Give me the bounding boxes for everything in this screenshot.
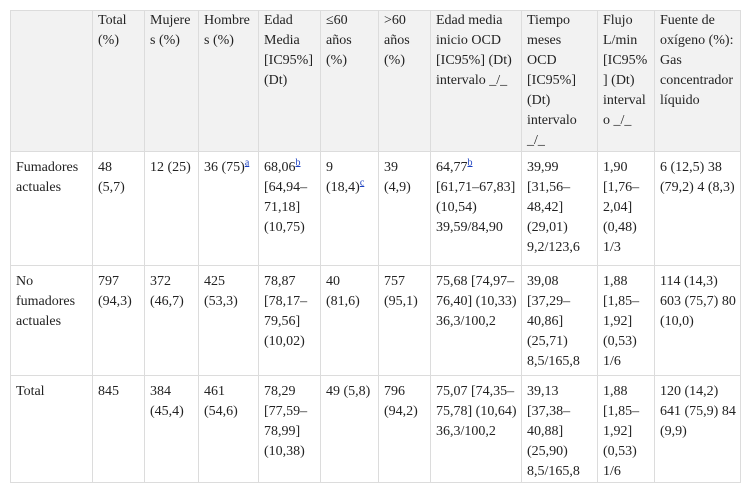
column-header: >60 años (%) [378, 10, 431, 152]
table-cell: 64,77b [61,71–67,83] (10,54) 39,59/84,90 [430, 151, 522, 266]
table-cell: 36 (75)a [198, 151, 259, 266]
footnote-link[interactable]: b [467, 157, 473, 169]
data-table: Total (%) Mujeres (%) Hombres (%) Edad Medi… [10, 10, 741, 483]
table-row: Fumadores actuales 48 (5,7) 12 (25) 36 (75)… [10, 151, 741, 266]
table-cell: 49 (5,8) [320, 375, 379, 483]
cell-detail: [61,71–67,83] (10,54) 39,59/84,90 [436, 180, 516, 235]
cell-value: 9 (18,4) [326, 160, 360, 195]
table-cell: 68,06b [64,94–71,18] (10,75) [258, 151, 321, 266]
table-cell: 461 (54,6) [198, 375, 259, 483]
table-cell: 114 (14,3) 603 (75,7) 80 (10,0) [654, 265, 741, 376]
cell-value: 68,06 [264, 160, 296, 175]
table-cell: 39,08 [37,29–40,86] (25,71) 8,5/165,8 [521, 265, 598, 376]
column-header: Hombres (%) [198, 10, 259, 152]
column-header: Mujeres (%) [144, 10, 199, 152]
table-cell: 78,87 [78,17–79,56] (10,02) [258, 265, 321, 376]
column-header: ≤60 años (%) [320, 10, 379, 152]
table-cell: 384 (45,4) [144, 375, 199, 483]
table-cell: 797 (94,3) [92, 265, 145, 376]
table-cell: 1,90 [1,76–2,04] (0,48) 1/3 [597, 151, 655, 266]
cell-detail: [64,94–71,18] (10,75) [264, 180, 308, 235]
table-cell: 78,29 [77,59–78,99] (10,38) [258, 375, 321, 483]
footnote-ref: a [245, 157, 249, 168]
table-cell: 1,88 [1,85–1,92] (0,53) 1/6 [597, 375, 655, 483]
footnote-ref: b [468, 157, 473, 168]
column-header: Flujo L/min [IC95%] (Dt) intervalo _/_ [597, 10, 655, 152]
table-cell: 120 (14,2) 641 (75,9) 84 (9,9) [654, 375, 741, 483]
table-cell: 12 (25) [144, 151, 199, 266]
footnote-link[interactable]: b [295, 157, 301, 169]
footnote-ref: c [360, 177, 364, 188]
header-row: Total (%) Mujeres (%) Hombres (%) Edad Medi… [10, 10, 741, 152]
table-cell: 9 (18,4)c [320, 151, 379, 266]
row-label: Total [10, 375, 93, 483]
table-cell: 39 (4,9) [378, 151, 431, 266]
column-header: Edad Media [IC95%] (Dt) [258, 10, 321, 152]
row-label: No fumadores actuales [10, 265, 93, 376]
table-cell: 39,13 [37,38–40,88] (25,90) 8,5/165,8 [521, 375, 598, 483]
table-cell: 75,07 [74,35–75,78] (10,64) 36,3/100,2 [430, 375, 522, 483]
table-cell: 845 [92, 375, 145, 483]
corner-cell [10, 10, 93, 152]
table-cell: 757 (95,1) [378, 265, 431, 376]
table-cell: 372 (46,7) [144, 265, 199, 376]
footnote-link[interactable]: c [359, 177, 365, 189]
table-row: No fumadores actuales 797 (94,3) 372 (46,7… [10, 265, 741, 376]
column-header: Total (%) [92, 10, 145, 152]
column-header: Fuente de oxígeno (%): Gas concentrador … [654, 10, 741, 152]
table-cell: 39,99 [31,56–48,42] (29,01) 9,2/123,6 [521, 151, 598, 266]
table-cell: 40 (81,6) [320, 265, 379, 376]
table-cell: 75,68 [74,97–76,40] (10,33) 36,3/100,2 [430, 265, 522, 376]
footnote-link[interactable]: a [244, 157, 250, 169]
table-cell: 6 (12,5) 38 (79,2) 4 (8,3) [654, 151, 741, 266]
table-cell: 1,88 [1,85–1,92] (0,53) 1/6 [597, 265, 655, 376]
table-row: Total 845 384 (45,4) 461 (54,6) 78,29 [77,59… [10, 375, 741, 483]
column-header: Tiempo meses OCD [IC95%] (Dt) intervalo … [521, 10, 598, 152]
cell-value: 64,77 [436, 160, 468, 175]
footnote-ref: b [296, 157, 301, 168]
table-cell: 425 (53,3) [198, 265, 259, 376]
table-cell: 48 (5,7) [92, 151, 145, 266]
cell-value: 36 (75) [204, 160, 245, 175]
column-header: Edad media inicio OCD [IC95%] (Dt) inter… [430, 10, 522, 152]
table-cell: 796 (94,2) [378, 375, 431, 483]
row-label: Fumadores actuales [10, 151, 93, 266]
